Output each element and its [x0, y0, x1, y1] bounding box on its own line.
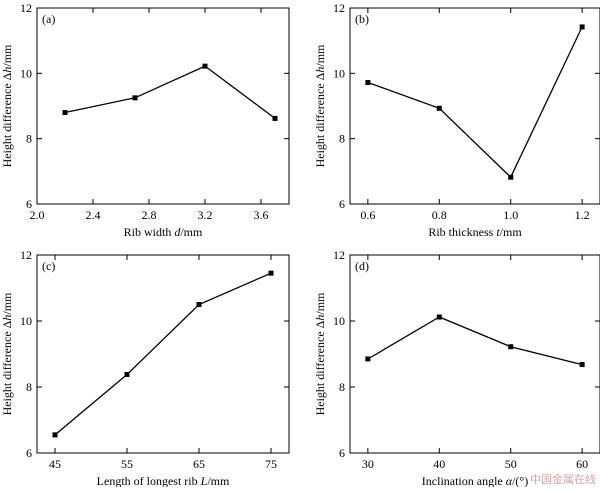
x-tick-label: 40 [433, 457, 445, 471]
x-tick-label: 2.0 [30, 208, 45, 222]
chart-panel-2: 0.6 0.8 1.0 1.2 6 8 10 12 (b) Rib thickness t/mm H… [313, 1, 600, 239]
y-tick-label: 12 [20, 1, 32, 15]
data-point [272, 115, 278, 121]
x-tick-label: 45 [49, 457, 61, 471]
y-tick-label: 10 [20, 66, 32, 80]
x-axis-label: Rib width d/mm [124, 225, 203, 239]
x-tick-label: 2.8 [142, 208, 157, 222]
data-point [196, 302, 202, 307]
y-tick-label: 6 [339, 446, 345, 460]
y-tick-label: 8 [339, 380, 345, 394]
series-line [54, 272, 272, 436]
x-tick-label: 0.8 [432, 208, 447, 222]
chart-panel-4: 30 40 50 60 6 8 10 12 (d) Inclination angle α/(°)… [313, 248, 600, 488]
panel-label: (d) [355, 259, 369, 273]
series-line [367, 316, 583, 366]
x-tick-label: 3.6 [254, 208, 269, 222]
x-tick-label: 55 [121, 457, 133, 471]
x-tick-label: 60 [576, 457, 588, 471]
y-tick-label: 6 [26, 446, 32, 460]
x-axis-label: Length of longest rib L/mm [97, 474, 230, 487]
y-tick-label: 8 [26, 132, 32, 146]
panel-label: (c) [42, 259, 55, 273]
data-point [202, 63, 208, 69]
plot-frame [349, 254, 600, 454]
chart-panel-3: 45 55 65 75 6 8 10 12 (c) Length of longest rib L… [0, 248, 290, 488]
y-axis-label: Height difference Δh/mm [0, 44, 14, 167]
data-point [579, 362, 585, 368]
y-tick-label: 12 [333, 248, 345, 262]
plot-frame [349, 7, 600, 205]
x-axis-label: Rib thickness t/mm [428, 225, 522, 239]
y-axis-label: Height difference Δh/mm [313, 292, 327, 415]
x-tick-label: 30 [362, 457, 374, 471]
x-tick-label: 0.6 [360, 208, 375, 222]
x-tick-label: 75 [265, 457, 277, 471]
y-tick-label: 8 [339, 132, 345, 146]
plot-frame [36, 254, 290, 454]
y-tick-label: 10 [333, 314, 345, 328]
y-tick-label: 10 [333, 66, 345, 80]
data-point [579, 24, 585, 30]
data-point [52, 432, 58, 438]
y-tick-label: 12 [20, 248, 32, 262]
panel-label: (b) [355, 12, 369, 26]
watermark-text: 中国金属在线 [530, 472, 596, 486]
y-tick-label: 12 [333, 1, 345, 15]
data-point [62, 110, 68, 116]
series-line [64, 65, 276, 119]
panel-label: (a) [42, 12, 55, 26]
data-point [508, 344, 514, 350]
data-point [436, 105, 442, 111]
data-point [365, 356, 371, 362]
y-axis-label: Height difference Δh/mm [313, 44, 327, 167]
y-tick-label: 6 [339, 197, 345, 211]
series-line [367, 26, 583, 179]
x-tick-label: 2.4 [86, 208, 101, 222]
chart-panel-1: 2.0 2.4 2.8 3.2 3.6 6 8 10 12 (a) Rib width d/mm He… [0, 1, 290, 239]
x-axis-label: Inclination angle α/(°) [422, 474, 528, 487]
y-tick-label: 10 [20, 314, 32, 328]
data-point [365, 79, 371, 85]
plot-frame [36, 7, 290, 205]
data-point [508, 174, 514, 180]
x-tick-label: 1.2 [575, 208, 590, 222]
data-point [436, 314, 442, 320]
x-tick-label: 3.2 [198, 208, 213, 222]
x-tick-label: 50 [505, 457, 517, 471]
y-tick-label: 8 [26, 380, 32, 394]
data-point [124, 371, 130, 377]
x-tick-label: 1.0 [503, 208, 518, 222]
y-axis-label: Height difference Δh/mm [0, 292, 14, 415]
data-point [132, 95, 138, 101]
x-tick-label: 65 [193, 457, 205, 471]
data-point [268, 270, 274, 276]
y-tick-label: 6 [26, 197, 32, 211]
